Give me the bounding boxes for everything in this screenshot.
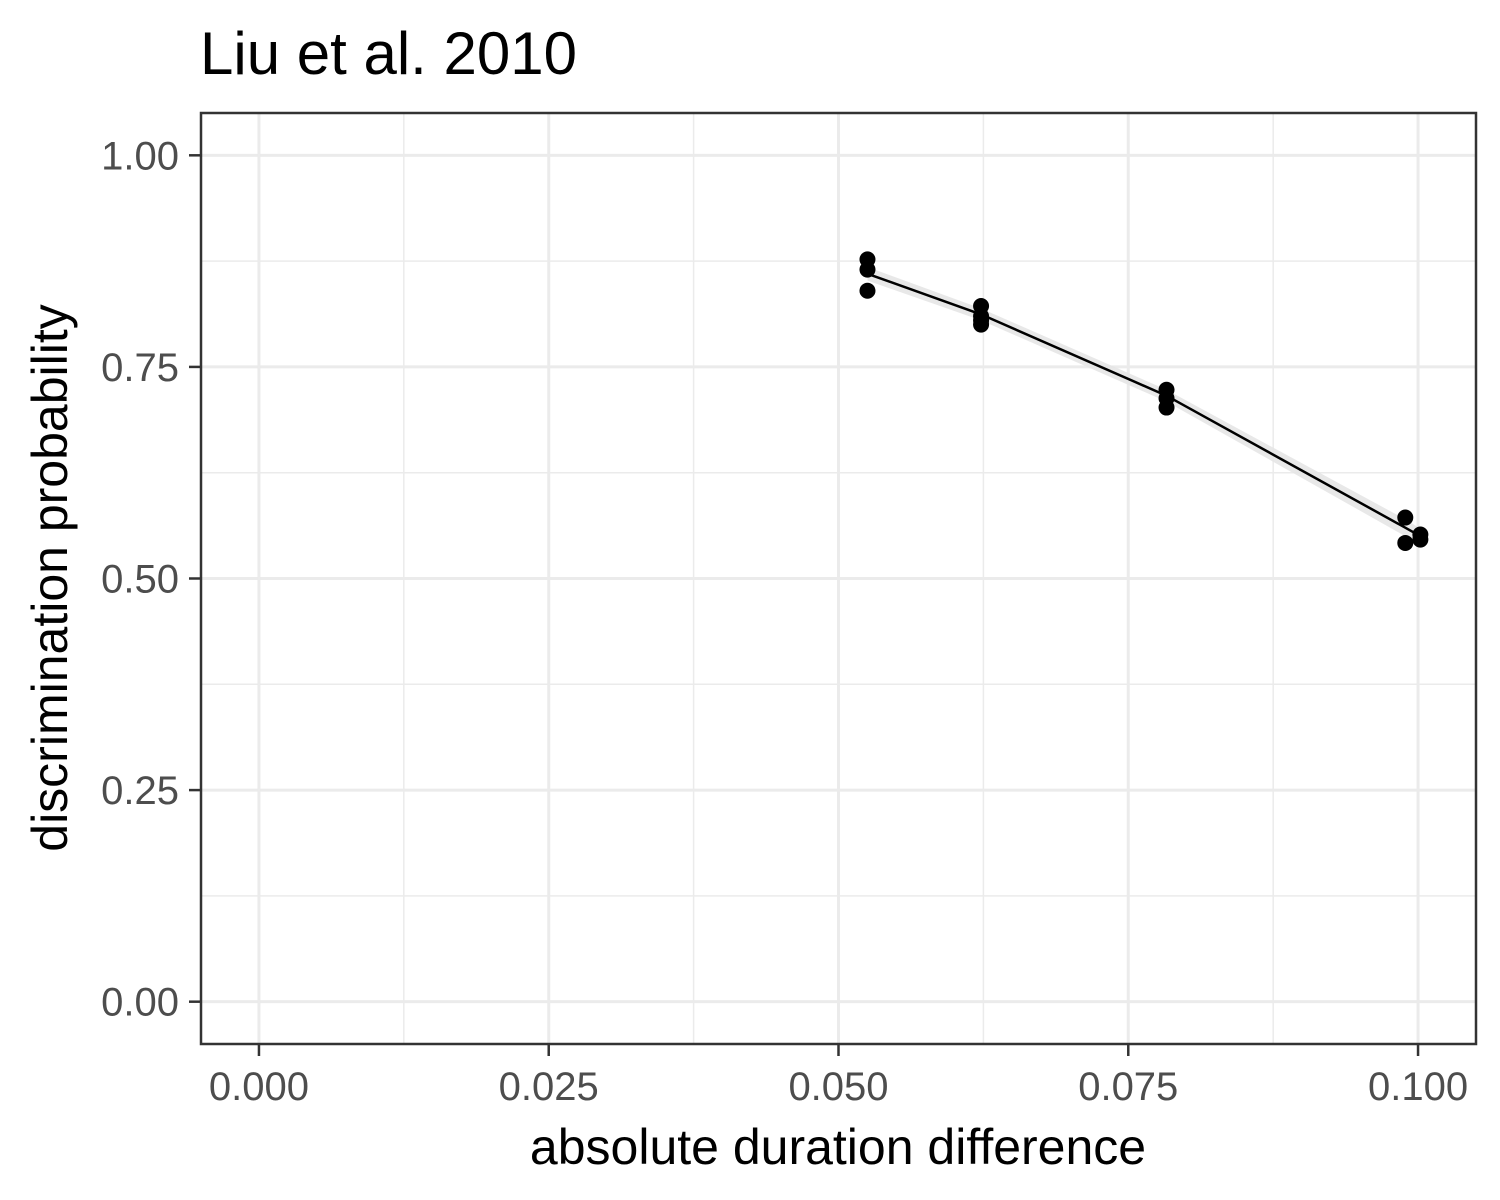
x-axis: 0.000 0.025 0.050 0.075 0.100 [209, 1044, 1468, 1109]
data-point-9 [1158, 399, 1175, 416]
grid-lines [201, 113, 1476, 1044]
data-point-1 [859, 261, 876, 278]
data-point-13 [1412, 531, 1429, 548]
y-axis-title: discrimination probability [22, 304, 78, 851]
x-axis-title: absolute duration difference [530, 1119, 1146, 1175]
y-axis: 0.00 0.25 0.50 0.75 1.00 [101, 134, 201, 1025]
x-tick-label-0: 0.000 [209, 1065, 309, 1109]
plot-panel [199, 111, 1478, 1046]
x-tick-label-1: 0.025 [499, 1065, 599, 1109]
data-point-6 [973, 312, 990, 329]
data-point-10 [1397, 509, 1414, 526]
data-point-2 [859, 282, 876, 299]
x-tick-label-3: 0.075 [1078, 1065, 1178, 1109]
y-tick-label-0: 0.00 [101, 981, 179, 1025]
x-tick-label-4: 0.100 [1368, 1065, 1468, 1109]
chart-title: Liu et al. 2010 [200, 20, 577, 87]
y-tick-label-1: 0.25 [101, 769, 179, 813]
y-tick-label-3: 0.75 [101, 346, 179, 390]
data-point-11 [1397, 534, 1414, 551]
y-tick-label-4: 1.00 [101, 134, 179, 178]
y-tick-label-2: 0.50 [101, 558, 179, 602]
data-points [859, 251, 1429, 551]
x-tick-label-2: 0.050 [788, 1065, 888, 1109]
